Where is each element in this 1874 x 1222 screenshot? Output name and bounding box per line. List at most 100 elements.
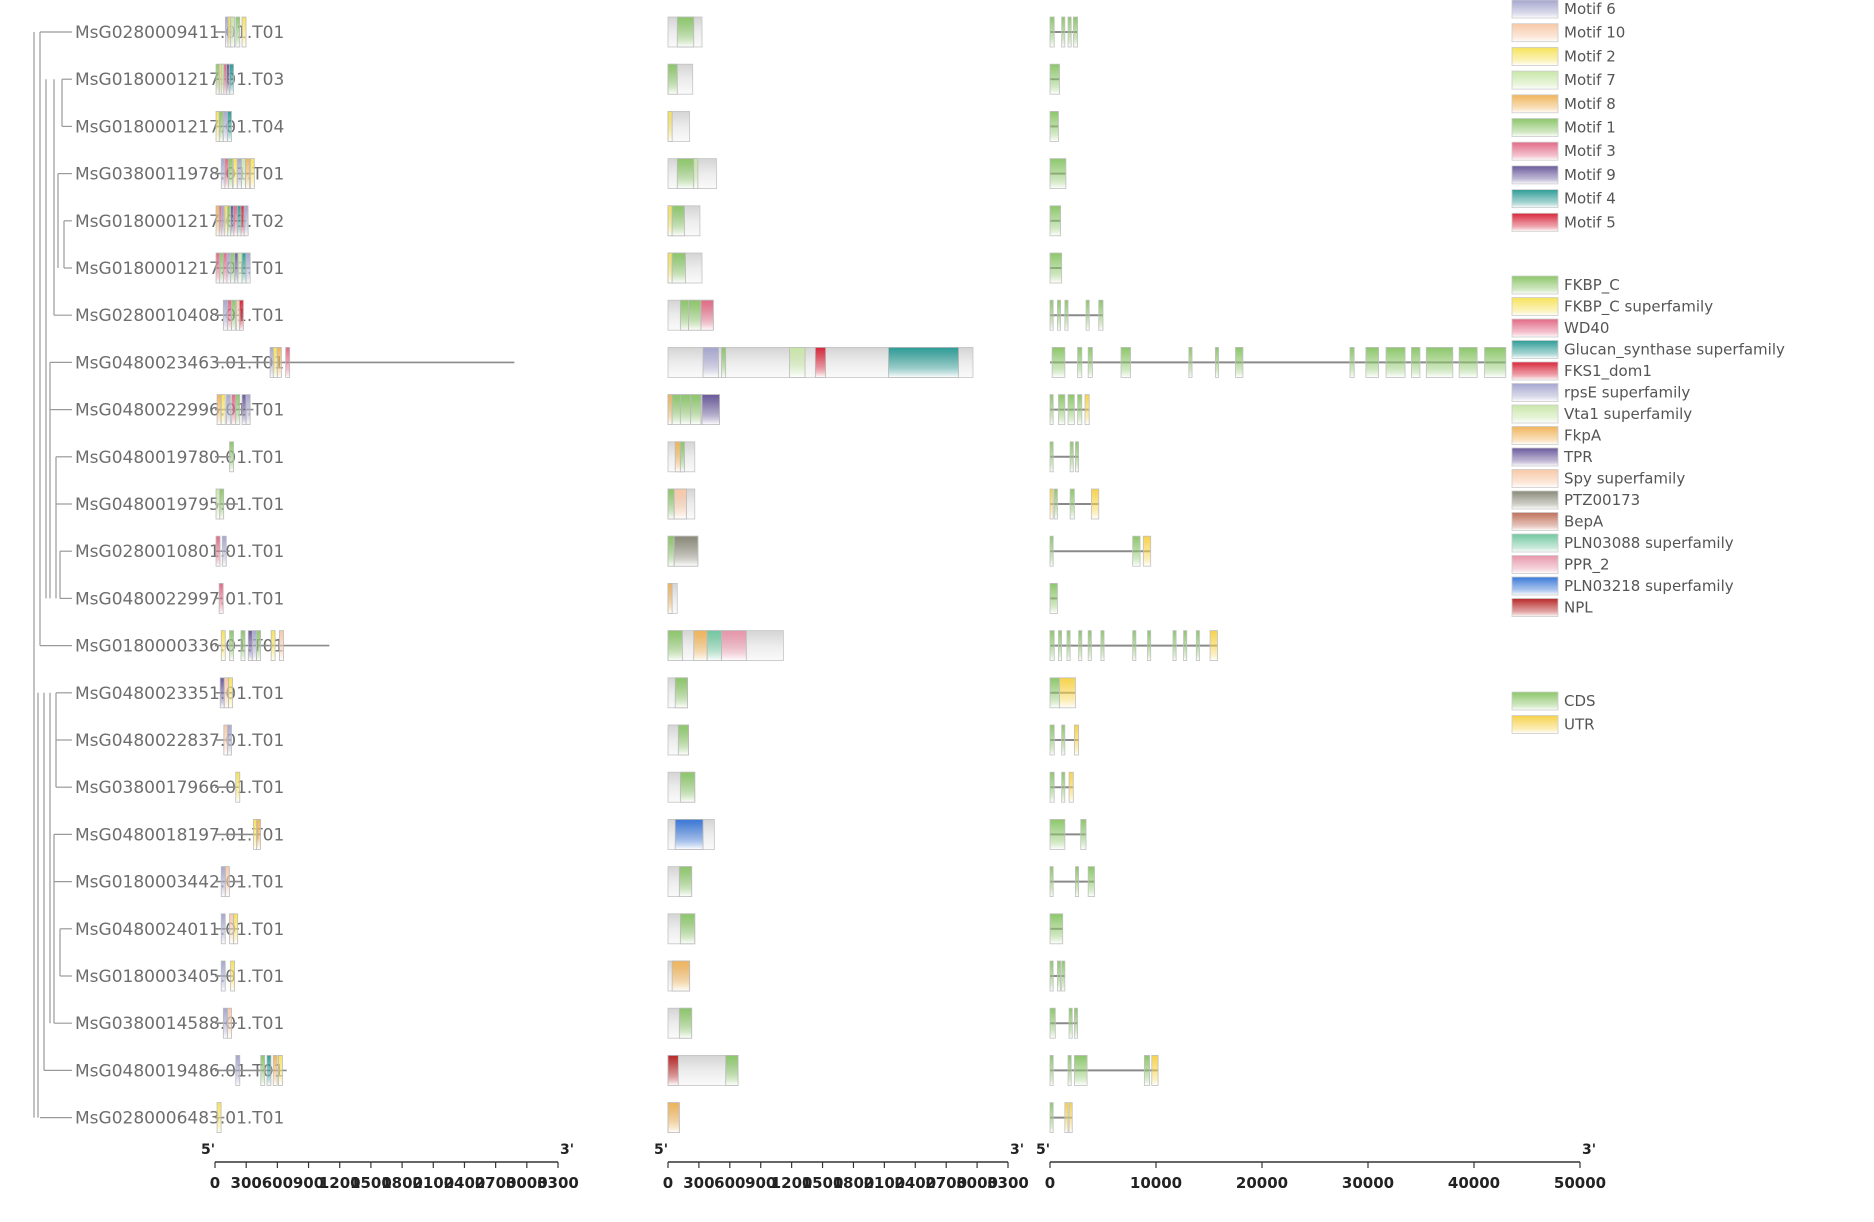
motif-box (241, 158, 246, 190)
domain-box (676, 16, 695, 48)
legend-domain-swatch (1511, 426, 1559, 445)
tick-label: 50000 (1554, 1174, 1606, 1192)
legend-domain-label: PLN03218 superfamily (1564, 577, 1734, 595)
legend-domain-swatch (1511, 297, 1559, 316)
cds-box (1087, 630, 1092, 661)
tick-label: 1200 (771, 1174, 813, 1192)
domain-box (667, 394, 673, 426)
utr-box (1073, 724, 1080, 756)
cds-box (1049, 16, 1055, 48)
domain-box (667, 535, 675, 567)
legend-domain-label: PLN03088 superfamily (1564, 534, 1734, 552)
motif-box (252, 630, 257, 661)
tick-label: 0 (663, 1174, 673, 1192)
motif-box (285, 346, 291, 378)
cds-box (1100, 630, 1105, 661)
motif-box (230, 252, 235, 284)
cds-box (1057, 299, 1062, 331)
legend-domain-label: Glucan_synthase superfamily (1564, 341, 1785, 360)
domain-box (888, 346, 959, 378)
tick-label: 600 (262, 1174, 293, 1192)
cds-box (1072, 16, 1078, 48)
domain-box (678, 866, 693, 897)
legend-domain-swatch (1511, 447, 1559, 467)
legend-motif-label: Motif 7 (1564, 71, 1616, 89)
legend-motif-swatch (1511, 0, 1559, 19)
domain-box (678, 1007, 693, 1039)
cds-box (1049, 441, 1054, 473)
motif-box (229, 913, 234, 945)
utr-box (1142, 535, 1152, 567)
cds-box (1458, 346, 1478, 378)
legend-motif-swatch (1511, 189, 1559, 209)
three-prime-label: 3' (560, 1142, 574, 1158)
domain-box (674, 819, 704, 850)
legend-motif-label: Motif 6 (1564, 0, 1616, 18)
utr-box (1151, 1055, 1159, 1086)
utr-box (1084, 394, 1090, 426)
utr-box (1059, 677, 1076, 709)
legend-domain-swatch (1511, 555, 1559, 574)
legend-domain-label: NPL (1564, 599, 1593, 617)
cds-box (1049, 677, 1060, 709)
legend-motif-swatch (1511, 118, 1559, 137)
cds-box (1049, 1102, 1054, 1133)
legend-domain-swatch (1511, 404, 1559, 424)
domain-box (667, 111, 673, 142)
legend-domain-swatch (1511, 469, 1559, 488)
tick-label: 30000 (1342, 1174, 1394, 1192)
motif-box (222, 299, 228, 331)
utr-box (1068, 1102, 1073, 1133)
motif-box (220, 394, 226, 426)
domain-box (671, 960, 691, 992)
legend-structure-swatch (1511, 715, 1559, 734)
tick-label: 900 (745, 1174, 776, 1192)
domain-box (674, 677, 688, 709)
tick-label: 2100 (863, 1174, 905, 1192)
cds-box (1073, 1007, 1078, 1039)
motif-box (220, 960, 226, 992)
gene-label: MsG0480022997.01.T01 (75, 589, 284, 609)
legend-domain-swatch (1511, 361, 1559, 381)
legend: Motif 6 Motif 10 Motif 2 Motif 7 Motif 8 Moti… (1511, 0, 1785, 734)
motif-box (219, 677, 225, 709)
five-prime-label: 5' (1036, 1142, 1050, 1158)
cds-box (1057, 960, 1062, 992)
motif-box (241, 16, 247, 48)
domain-box (671, 205, 685, 237)
cds-box (1349, 346, 1355, 378)
motif-box (235, 394, 241, 426)
motif-box (222, 1007, 228, 1039)
legend-domain-swatch (1511, 533, 1559, 553)
domain-box (667, 488, 675, 520)
cds-box (1049, 1007, 1056, 1039)
cds-box (1087, 346, 1093, 378)
cds-box (1049, 960, 1054, 992)
domain-box (679, 913, 696, 945)
three-prime-label: 3' (1582, 1142, 1596, 1158)
gene-label: MsG0480022996.01.T01 (75, 401, 284, 421)
domain-box (679, 771, 696, 803)
cds-box (1067, 1055, 1072, 1086)
legend-domain-swatch (1511, 340, 1559, 359)
cds-box (1049, 866, 1054, 897)
legend-domain-swatch (1511, 318, 1559, 338)
cds-box (1075, 441, 1080, 473)
tick-label: 1500 (350, 1174, 392, 1192)
domain-box (667, 205, 673, 237)
three-prime-label: 3' (1010, 1142, 1024, 1158)
gene-label: MsG0180003405.01.T01 (75, 967, 284, 987)
motif-box (224, 866, 230, 897)
cds-box (1365, 346, 1380, 378)
cds-box (1132, 535, 1141, 567)
utr-box (1209, 630, 1218, 661)
cds-box (1235, 346, 1244, 378)
motif-box (220, 866, 226, 897)
cds-box (1049, 63, 1060, 95)
domain-box (814, 346, 827, 378)
gene-label: MsG0480019486.01.T01 (75, 1061, 284, 1081)
gene-label: MsG0480023351.01.T01 (75, 684, 284, 704)
cds-box (1069, 488, 1075, 520)
legend-domain-label: PTZ00173 (1564, 491, 1640, 509)
motif-box (218, 583, 224, 614)
